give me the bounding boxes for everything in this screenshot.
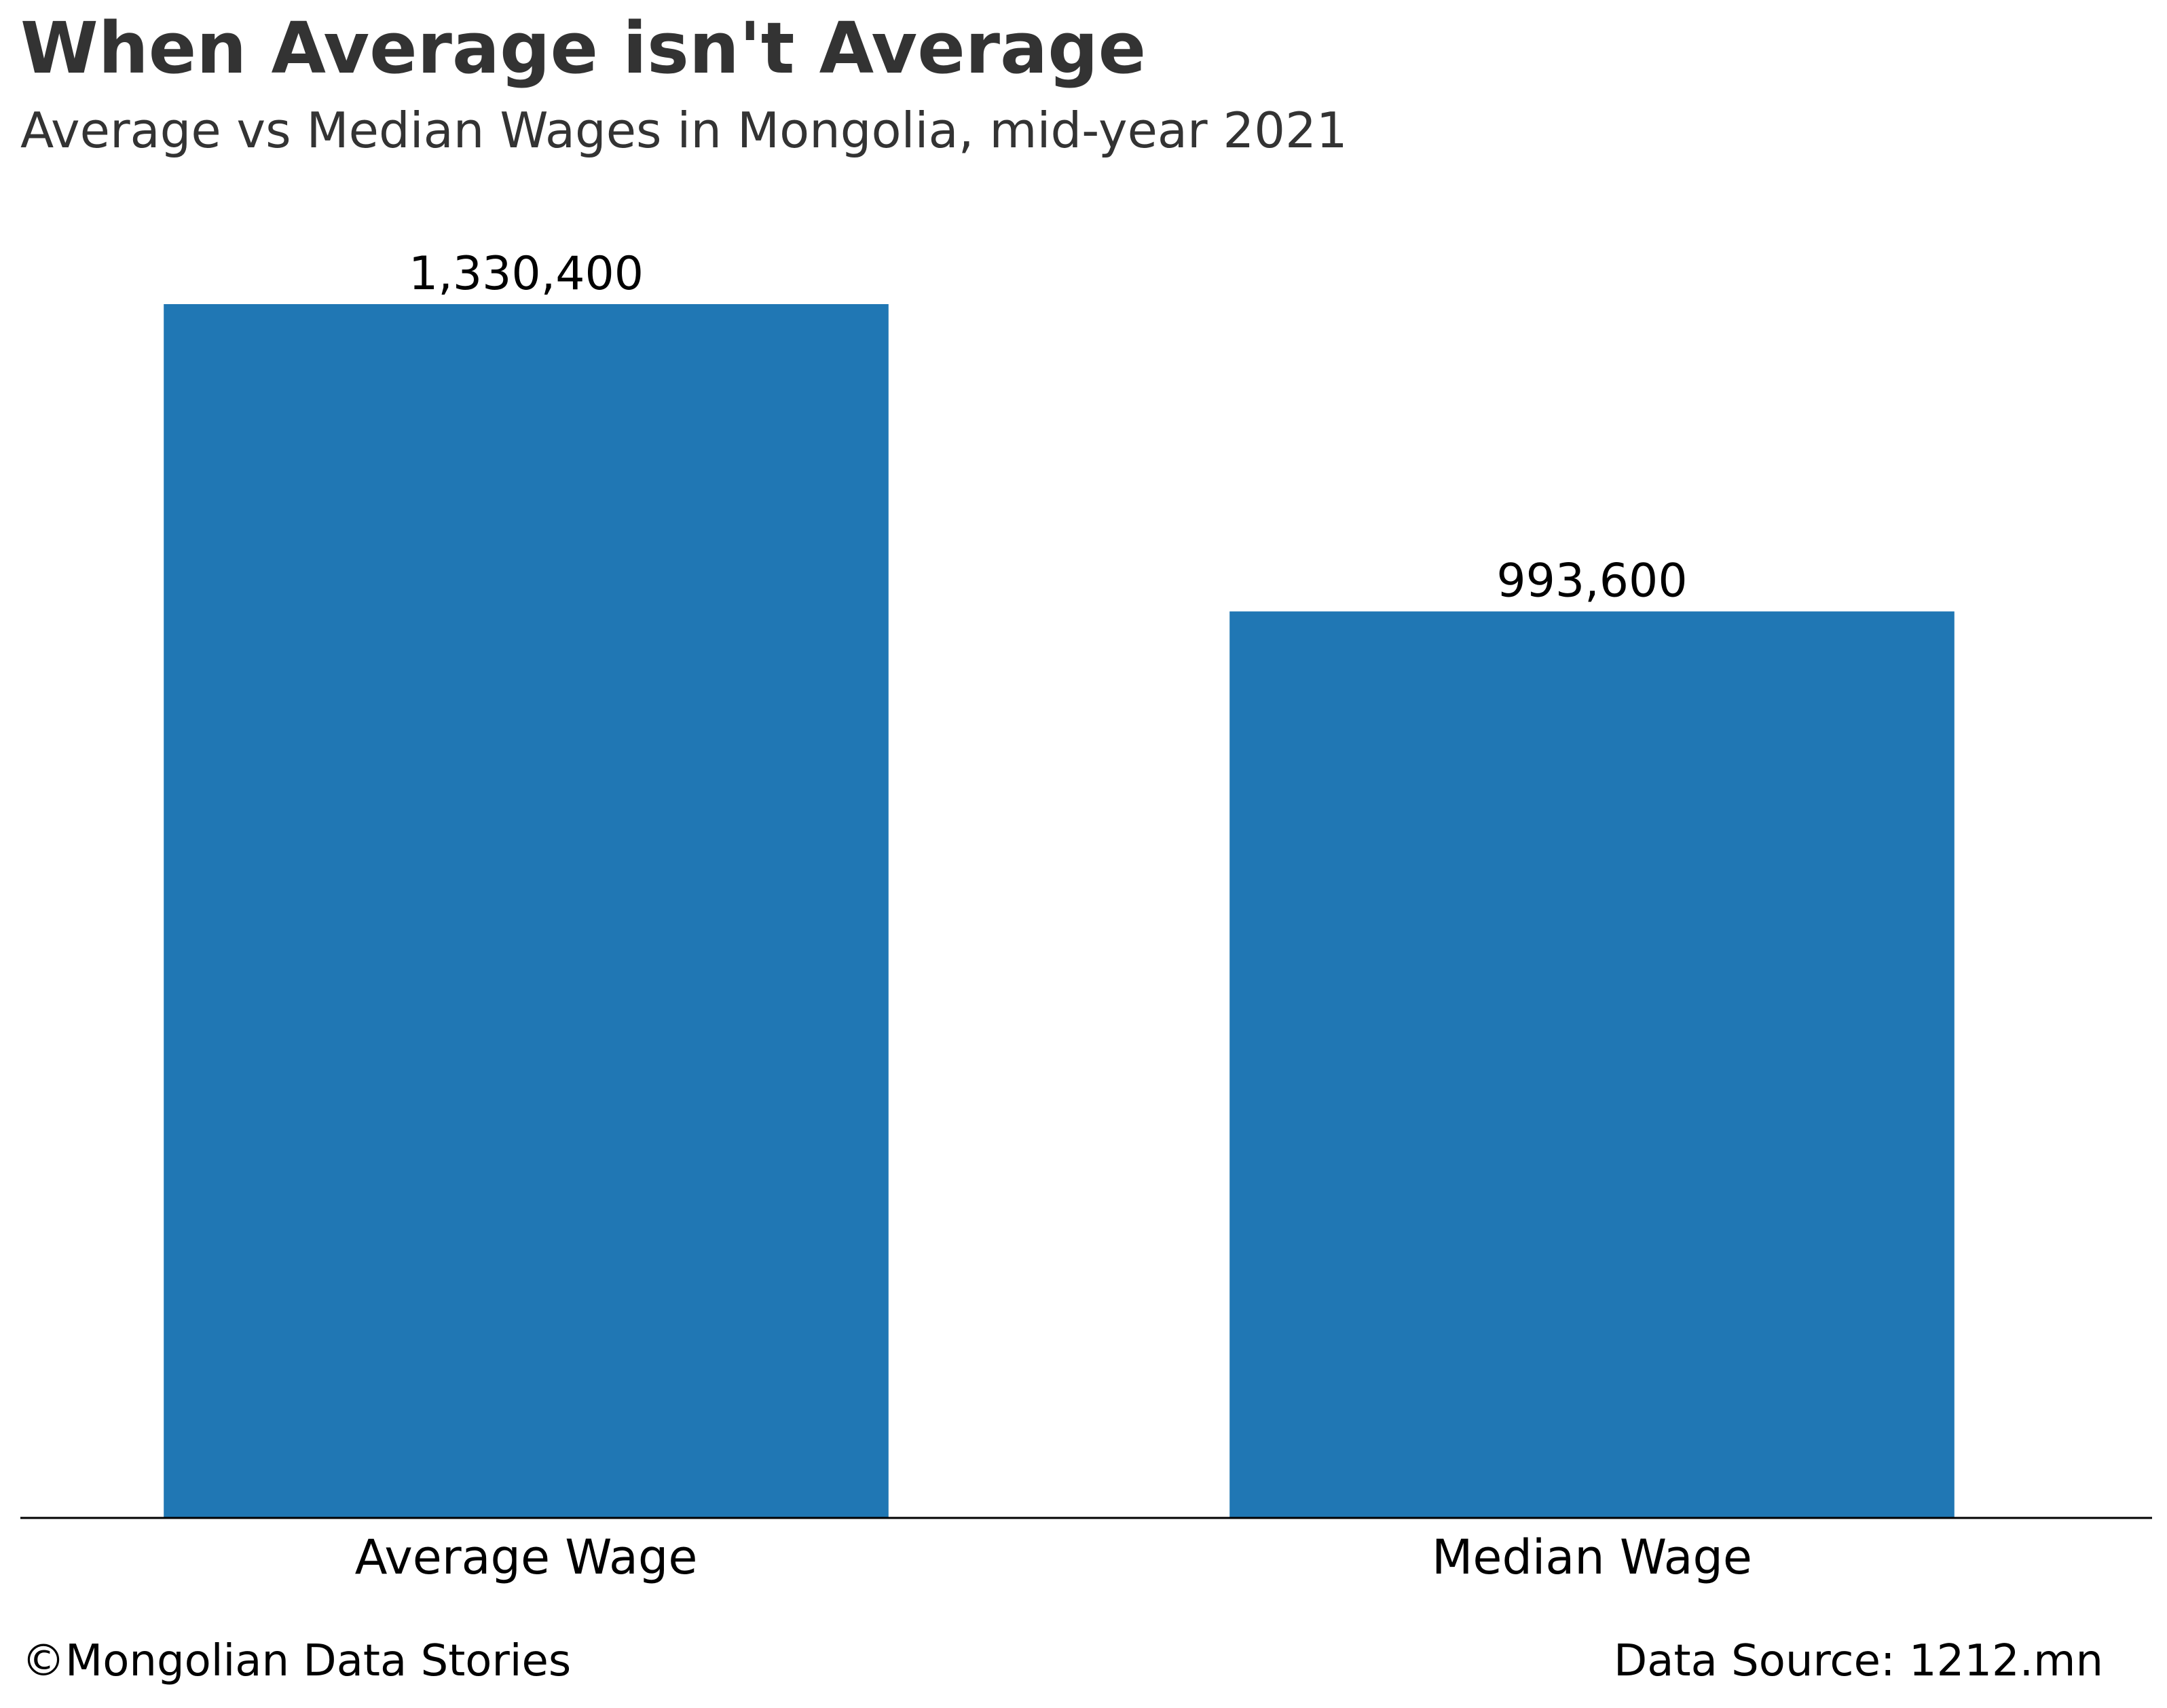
data-labels-layer: 1,330,400 993,600 — [409, 247, 1688, 608]
x-tick-labels-layer: Average Wage Median Wage — [355, 1529, 1752, 1585]
x-tick-label: Average Wage — [355, 1529, 698, 1585]
bars-layer — [164, 304, 1955, 1519]
x-tick-label: Median Wage — [1432, 1529, 1752, 1585]
chart-subtitle: Average vs Median Wages in Mongolia, mid… — [20, 102, 1348, 159]
chart-title: When Average isn't Average — [20, 7, 1147, 90]
bar-median-wage — [1229, 611, 1955, 1519]
bar-average-wage — [164, 304, 889, 1518]
data-source-text: Data Source: 1212.mn — [1614, 1636, 2103, 1686]
data-label: 993,600 — [1496, 555, 1687, 608]
data-label: 1,330,400 — [409, 247, 644, 301]
credit-text: ©Mongolian Data Stories — [22, 1636, 572, 1686]
